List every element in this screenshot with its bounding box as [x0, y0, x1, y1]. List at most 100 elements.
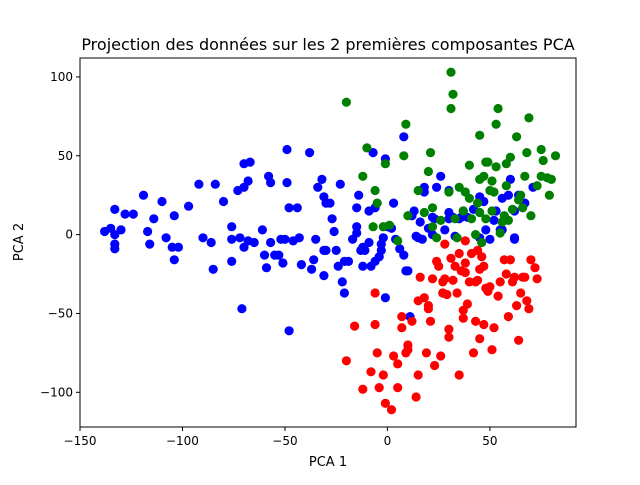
data-point	[485, 282, 495, 292]
y-tick-label: 0	[65, 228, 73, 242]
data-point	[458, 206, 468, 216]
data-point	[544, 190, 555, 200]
data-point	[503, 190, 513, 200]
data-point	[444, 324, 454, 334]
data-point	[511, 301, 522, 311]
data-point	[491, 162, 501, 172]
data-point	[493, 103, 503, 114]
data-point	[495, 228, 505, 238]
data-point	[440, 225, 450, 235]
data-point	[399, 250, 409, 260]
data-point	[128, 209, 138, 219]
data-point	[352, 203, 362, 213]
data-point	[343, 256, 354, 266]
data-point	[516, 288, 526, 298]
data-point	[227, 222, 237, 232]
data-point	[319, 271, 329, 281]
data-point	[368, 222, 378, 232]
data-point	[325, 198, 335, 208]
data-point	[354, 190, 364, 200]
data-point	[266, 237, 276, 248]
data-point	[501, 269, 511, 279]
x-axis: −150 −100 −50 0 50	[64, 427, 498, 448]
data-point	[440, 239, 450, 249]
y-axis: −100 −50 0 50 100	[40, 70, 80, 399]
data-point	[386, 405, 397, 415]
data-point	[169, 255, 179, 265]
data-point	[415, 272, 425, 282]
data-point	[284, 326, 294, 336]
data-point	[518, 203, 528, 213]
data-point	[448, 275, 458, 285]
data-point	[393, 359, 403, 369]
data-point	[489, 215, 499, 225]
data-point	[403, 340, 413, 350]
data-point	[143, 226, 153, 237]
data-point	[327, 214, 337, 224]
data-point	[389, 351, 399, 361]
data-point	[436, 351, 446, 361]
data-point	[475, 334, 485, 344]
data-point	[399, 132, 409, 142]
data-point	[138, 190, 149, 200]
data-point	[341, 356, 351, 366]
data-point	[335, 179, 345, 189]
data-point	[227, 234, 237, 244]
data-point	[161, 233, 171, 243]
data-point	[352, 228, 362, 238]
data-point	[419, 293, 429, 303]
data-point	[372, 348, 382, 358]
data-point	[444, 332, 454, 342]
data-point	[473, 198, 483, 208]
data-point	[423, 166, 433, 177]
data-point	[516, 190, 526, 200]
data-point	[419, 207, 429, 218]
data-point	[370, 288, 380, 298]
data-point	[425, 148, 436, 158]
y-tick-label: 50	[58, 149, 73, 163]
data-point	[280, 234, 290, 244]
data-point	[245, 157, 255, 167]
data-point	[487, 206, 497, 216]
data-point	[524, 304, 534, 314]
data-point	[393, 383, 403, 393]
data-point	[526, 255, 536, 265]
data-point	[432, 182, 442, 192]
data-point	[380, 398, 390, 408]
data-point	[380, 159, 390, 169]
data-point	[278, 258, 288, 268]
data-point	[249, 237, 259, 248]
data-point	[522, 296, 532, 306]
data-point	[520, 171, 530, 181]
data-point	[401, 119, 411, 129]
data-point	[509, 272, 520, 282]
data-point	[475, 207, 485, 218]
data-point	[530, 263, 540, 273]
data-point	[227, 256, 237, 266]
data-point	[218, 196, 229, 207]
data-point	[307, 264, 317, 274]
data-point	[389, 198, 399, 208]
data-point	[370, 185, 380, 196]
data-point	[423, 304, 433, 314]
data-point	[446, 67, 456, 77]
data-point	[427, 222, 438, 232]
data-point	[550, 151, 561, 161]
data-point	[352, 222, 362, 232]
data-point	[421, 348, 431, 358]
data-point	[243, 176, 253, 186]
data-point	[503, 312, 513, 322]
data-point	[235, 233, 245, 243]
data-point	[477, 237, 487, 248]
data-point	[206, 237, 216, 248]
data-point	[184, 201, 194, 211]
data-point	[487, 345, 497, 355]
data-point	[505, 152, 515, 162]
data-point	[417, 234, 427, 244]
data-point	[491, 119, 501, 129]
data-point	[514, 335, 524, 345]
data-point	[460, 267, 470, 278]
data-point	[524, 113, 534, 123]
